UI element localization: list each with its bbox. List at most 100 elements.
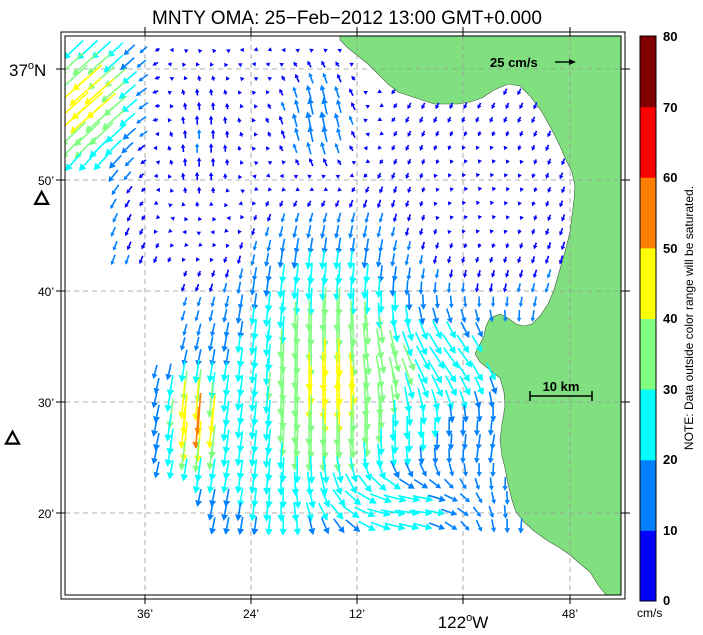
scale-bar-label: 10 km xyxy=(543,379,580,394)
current-vector xyxy=(444,521,458,530)
current-vector xyxy=(505,159,510,164)
lat-tick-20: 20’ xyxy=(38,507,54,521)
current-vector xyxy=(390,253,396,267)
current-vector xyxy=(505,215,510,220)
current-vector xyxy=(123,171,132,181)
current-vector xyxy=(267,47,272,52)
current-vector xyxy=(197,270,202,277)
current-vector xyxy=(235,502,243,522)
current-vector xyxy=(138,173,145,179)
lat-tick-50: 50’ xyxy=(38,174,54,188)
current-vector xyxy=(112,240,118,251)
current-vector xyxy=(196,157,202,167)
current-vector xyxy=(443,478,454,489)
current-vector xyxy=(393,103,398,109)
station-south-marker xyxy=(4,429,21,445)
current-vector xyxy=(153,173,158,179)
current-vector xyxy=(265,90,270,95)
current-vector xyxy=(478,186,483,192)
current-vector xyxy=(153,229,158,234)
current-vector xyxy=(266,239,272,253)
current-vector xyxy=(197,216,202,221)
current-vector xyxy=(532,296,538,308)
current-vector xyxy=(292,143,298,154)
current-vector xyxy=(264,458,273,482)
current-vector xyxy=(291,471,300,497)
current-vector xyxy=(433,463,441,477)
current-vector xyxy=(337,48,342,53)
current-vector xyxy=(281,75,286,82)
current-vector xyxy=(127,213,132,222)
current-vector xyxy=(351,75,356,81)
hf-radar-stations xyxy=(4,189,50,445)
current-vector xyxy=(421,241,426,250)
current-vector xyxy=(140,159,147,165)
current-vector xyxy=(545,144,550,152)
current-vector xyxy=(308,157,314,167)
current-vector xyxy=(280,129,286,139)
current-vector xyxy=(237,229,242,235)
current-vector xyxy=(447,404,456,424)
current-vector xyxy=(307,60,312,68)
current-vector xyxy=(169,159,174,165)
current-vector xyxy=(433,145,438,151)
current-vector xyxy=(504,491,510,505)
current-vector xyxy=(477,215,482,220)
current-vector xyxy=(475,229,480,234)
current-vector xyxy=(223,516,231,535)
current-vector xyxy=(392,213,398,223)
current-vector xyxy=(151,391,158,409)
current-vector xyxy=(376,459,386,480)
current-vector xyxy=(237,294,244,310)
current-vector xyxy=(476,200,481,206)
current-vector xyxy=(254,161,259,166)
lat-tick-40: 40’ xyxy=(38,285,54,299)
current-vector xyxy=(74,136,97,159)
current-vector xyxy=(119,112,136,127)
current-vector xyxy=(461,256,466,264)
current-vector xyxy=(376,226,382,238)
current-vector xyxy=(397,494,421,503)
current-vector xyxy=(354,506,376,518)
current-vector xyxy=(225,243,230,249)
current-vector xyxy=(519,242,524,249)
current-vector xyxy=(435,242,440,250)
current-vector xyxy=(212,242,217,248)
current-vector xyxy=(503,145,508,151)
current-vector xyxy=(209,62,214,67)
current-vector xyxy=(428,332,442,355)
current-vector xyxy=(460,448,466,464)
current-vector xyxy=(262,414,271,442)
current-vector xyxy=(533,130,538,137)
current-vector xyxy=(363,173,368,178)
current-vector xyxy=(93,153,110,171)
current-vector xyxy=(364,212,370,224)
current-vector xyxy=(65,78,87,99)
current-vector xyxy=(293,61,298,67)
current-vector xyxy=(220,414,229,442)
current-vector xyxy=(262,331,271,357)
current-vector xyxy=(402,344,416,372)
current-vector xyxy=(390,385,398,415)
current-vector xyxy=(391,291,399,312)
current-vector xyxy=(180,458,189,482)
current-vector xyxy=(105,124,126,143)
current-vector xyxy=(398,522,420,531)
current-vector xyxy=(449,131,454,137)
current-vector xyxy=(292,86,298,98)
current-vector xyxy=(461,173,466,178)
current-vector xyxy=(475,322,484,338)
current-vector xyxy=(211,102,216,111)
current-vector xyxy=(262,304,271,328)
current-vector xyxy=(517,173,522,178)
current-vector xyxy=(305,111,312,129)
current-vector xyxy=(560,241,566,251)
current-vector xyxy=(220,444,229,468)
current-vector xyxy=(236,281,242,295)
current-vector xyxy=(108,169,119,182)
current-vector xyxy=(440,508,458,516)
current-vector xyxy=(393,186,398,194)
current-vector xyxy=(433,432,441,451)
current-vector xyxy=(276,277,285,299)
current-vector xyxy=(477,159,482,164)
